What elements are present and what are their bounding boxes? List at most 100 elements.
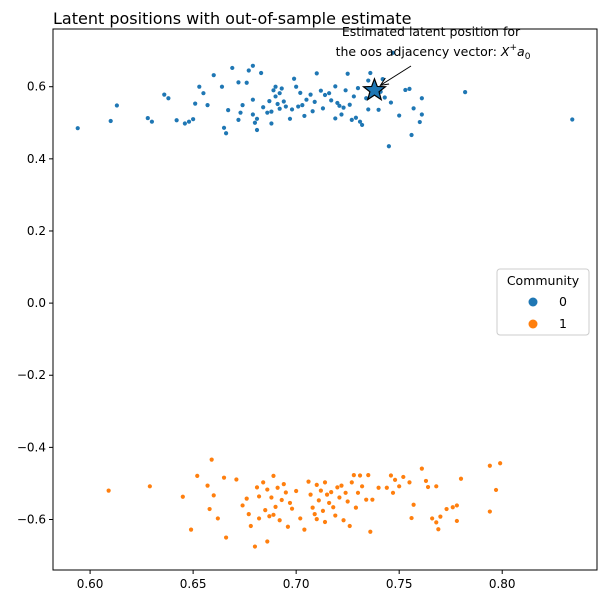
data-point bbox=[265, 539, 270, 544]
data-point bbox=[302, 113, 307, 119]
x-tick-label: 0.70 bbox=[283, 577, 310, 591]
data-point bbox=[180, 494, 185, 499]
data-point bbox=[267, 99, 272, 104]
data-point bbox=[347, 523, 352, 529]
data-point bbox=[333, 84, 338, 89]
data-point bbox=[197, 84, 202, 89]
data-point bbox=[409, 132, 414, 138]
data-point bbox=[419, 96, 424, 101]
data-point bbox=[275, 485, 280, 490]
annotation-math-sub: 0 bbox=[525, 52, 531, 62]
data-point bbox=[401, 474, 406, 480]
series-1 bbox=[106, 457, 503, 549]
legend: Community 0 1 bbox=[496, 268, 590, 336]
annotation: Estimated latent position for the oos ad… bbox=[336, 24, 531, 86]
series-layer bbox=[75, 50, 575, 549]
data-point bbox=[236, 80, 241, 85]
data-point bbox=[368, 70, 373, 76]
chart-title: Latent positions with out-of-sample esti… bbox=[53, 9, 411, 28]
data-point bbox=[376, 107, 381, 112]
data-point bbox=[434, 484, 439, 489]
data-point bbox=[174, 118, 179, 123]
data-point bbox=[188, 527, 194, 532]
data-point bbox=[388, 473, 394, 478]
data-point bbox=[434, 520, 439, 525]
data-point bbox=[322, 92, 328, 98]
data-point bbox=[487, 509, 492, 514]
data-point bbox=[355, 86, 361, 91]
data-point bbox=[238, 110, 243, 115]
data-point bbox=[366, 107, 371, 112]
data-point bbox=[114, 103, 119, 108]
data-point bbox=[246, 68, 251, 73]
data-point bbox=[397, 484, 402, 489]
x-tick-label: 0.60 bbox=[77, 577, 104, 591]
data-point bbox=[277, 106, 282, 111]
data-point bbox=[193, 101, 198, 106]
data-point bbox=[162, 92, 167, 97]
data-point bbox=[147, 484, 152, 489]
x-tick-label: 0.80 bbox=[489, 577, 516, 591]
data-point bbox=[273, 84, 278, 89]
legend-box bbox=[496, 268, 590, 336]
data-point bbox=[219, 84, 225, 89]
data-point bbox=[343, 88, 348, 93]
data-point bbox=[355, 490, 361, 495]
data-point bbox=[236, 117, 241, 122]
data-point bbox=[289, 506, 295, 511]
oos-estimate-star bbox=[361, 77, 388, 102]
data-point bbox=[287, 500, 293, 506]
data-point bbox=[312, 511, 317, 517]
data-point bbox=[359, 484, 365, 489]
data-point bbox=[327, 500, 332, 506]
annotation-line-2: the oos adjacency vector: X+a0 bbox=[336, 43, 531, 62]
data-point bbox=[390, 490, 396, 495]
data-point bbox=[349, 117, 354, 122]
data-point bbox=[149, 119, 155, 124]
data-point bbox=[487, 463, 492, 468]
annotation-arrow bbox=[379, 65, 412, 86]
data-point bbox=[271, 512, 276, 517]
data-point bbox=[240, 503, 245, 508]
annotation-math-a: a bbox=[517, 44, 525, 59]
data-point bbox=[271, 473, 276, 478]
annotation-line-1: Estimated latent position for bbox=[342, 24, 521, 39]
data-point bbox=[269, 109, 274, 114]
data-point bbox=[221, 125, 227, 130]
data-point bbox=[261, 480, 266, 485]
data-point bbox=[256, 516, 262, 521]
data-point bbox=[419, 112, 424, 117]
data-point bbox=[256, 494, 262, 499]
data-point bbox=[417, 119, 422, 125]
data-point bbox=[223, 535, 229, 540]
data-point bbox=[267, 514, 272, 519]
data-point bbox=[343, 490, 348, 495]
data-point bbox=[382, 95, 387, 100]
data-point bbox=[254, 485, 260, 490]
legend-label-0: 0 bbox=[559, 294, 567, 309]
data-point bbox=[207, 506, 212, 512]
y-axis: −0.6 −0.4 −0.2 0.0 0.2 0.4 0.6 bbox=[17, 80, 53, 527]
plot-area bbox=[52, 28, 598, 571]
data-point bbox=[337, 103, 342, 108]
x-axis: 0.60 0.65 0.70 0.75 0.80 bbox=[77, 570, 516, 591]
data-point bbox=[337, 495, 342, 500]
legend-label-1: 1 bbox=[559, 316, 567, 331]
data-point bbox=[246, 511, 251, 517]
x-tick-label: 0.65 bbox=[180, 577, 207, 591]
data-point bbox=[359, 122, 365, 128]
data-point bbox=[273, 94, 278, 99]
data-point bbox=[261, 105, 266, 110]
data-point bbox=[357, 119, 363, 124]
data-point bbox=[407, 480, 412, 485]
data-point bbox=[254, 127, 260, 133]
data-point bbox=[341, 105, 346, 110]
data-point bbox=[314, 71, 319, 76]
plot-frame bbox=[52, 28, 598, 571]
data-point bbox=[265, 487, 270, 492]
data-point bbox=[275, 101, 280, 107]
data-point bbox=[302, 527, 307, 532]
data-point bbox=[308, 492, 313, 497]
data-point bbox=[366, 78, 371, 83]
